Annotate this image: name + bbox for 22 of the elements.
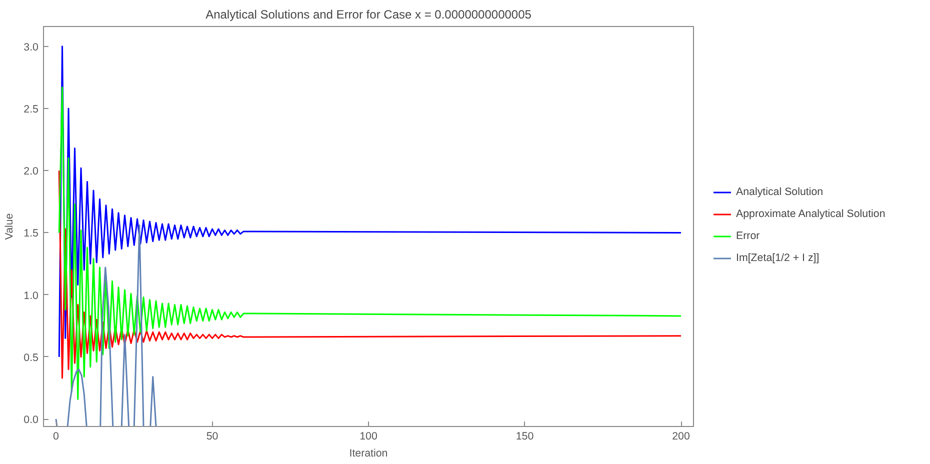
x-tick-label: 50 bbox=[206, 430, 218, 442]
y-tick-label: 1.5 bbox=[24, 228, 39, 240]
x-tick-label: 150 bbox=[516, 430, 534, 442]
chart-title: Analytical Solutions and Error for Case x = 0.0000000000005 bbox=[206, 8, 532, 22]
y-tick-label: 1.0 bbox=[24, 290, 39, 302]
line-series bbox=[58, 46, 682, 358]
y-axis-title: Value bbox=[4, 213, 16, 240]
y-tick-label: 3.0 bbox=[24, 41, 39, 54]
x-axis-title: Iteration bbox=[349, 448, 388, 460]
y-tick-label: 2.5 bbox=[24, 103, 39, 116]
y-tick-label: 0.0 bbox=[24, 414, 39, 426]
y-tick-label: 2.0 bbox=[24, 166, 39, 178]
legend-label: Analytical Solution bbox=[736, 186, 824, 198]
legend-label: Im[Zeta[1/2 + I z]] bbox=[736, 252, 820, 264]
legend-label: Approximate Analytical Solution bbox=[736, 208, 886, 220]
x-tick-label: 0 bbox=[53, 430, 60, 442]
x-tick-label: 200 bbox=[672, 430, 690, 442]
line-series bbox=[58, 86, 682, 400]
line-series bbox=[58, 170, 682, 379]
legend-label: Error bbox=[736, 230, 760, 242]
x-tick-label: 100 bbox=[360, 430, 378, 442]
y-tick-label: 0.5 bbox=[24, 352, 39, 364]
